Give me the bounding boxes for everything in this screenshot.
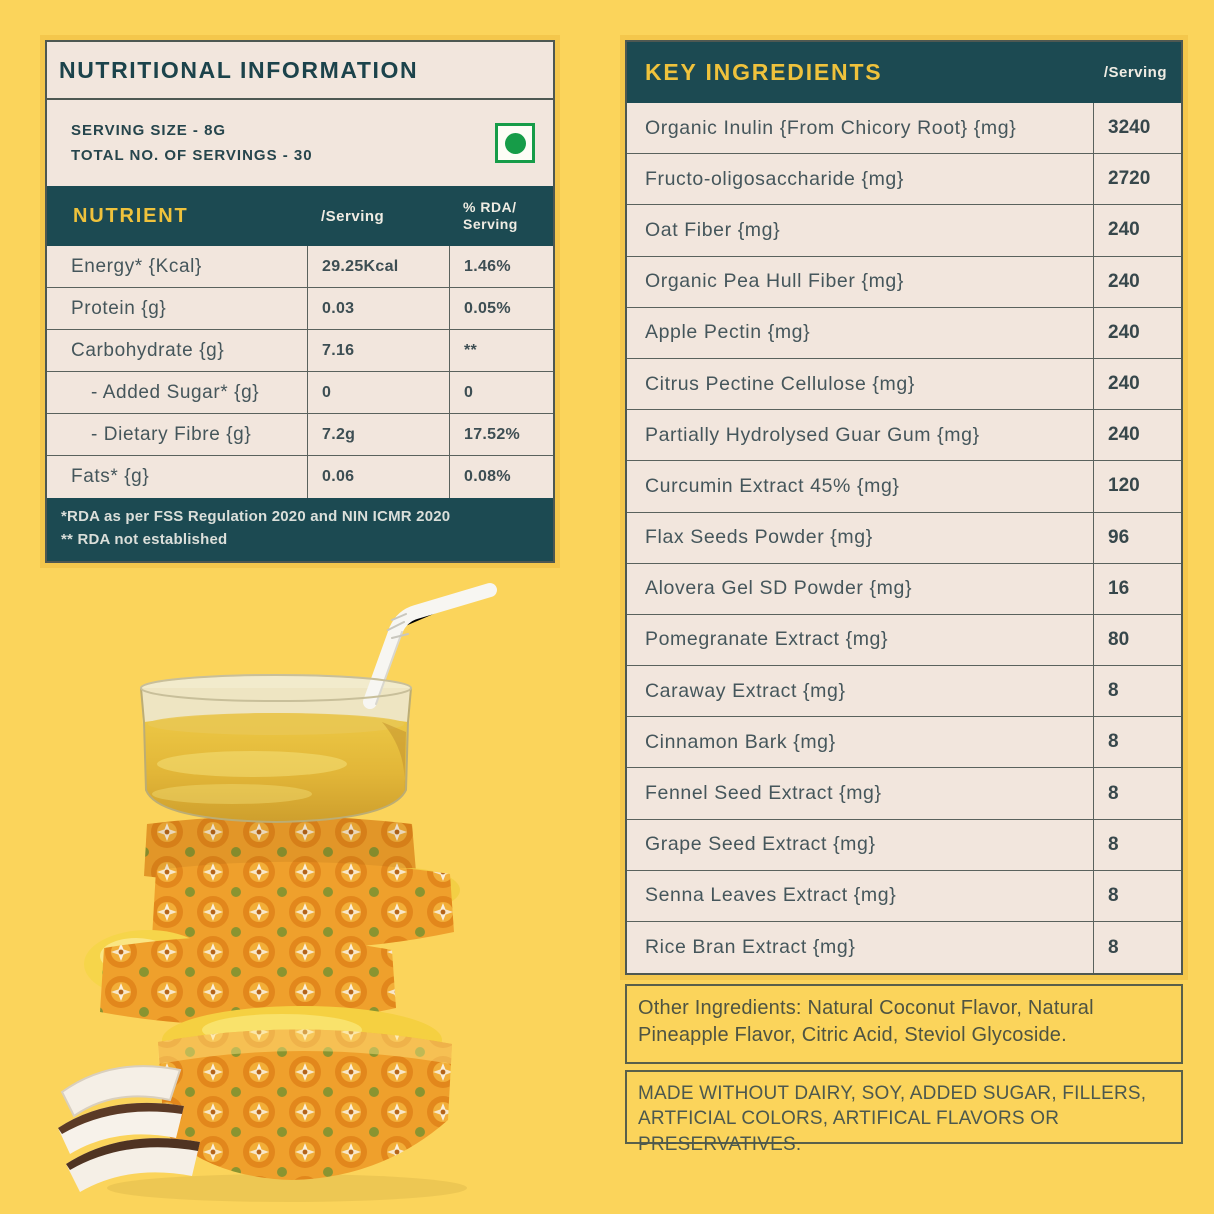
ingredient-name-cell: Rice Bran Extract {mg} bbox=[645, 936, 856, 959]
ingredient-table-row: Oat Fiber {mg} 240 bbox=[627, 205, 1181, 257]
ingredient-name-cell: Pomegranate Extract {mg} bbox=[645, 628, 889, 651]
ingredient-value-cell: 8 bbox=[1093, 717, 1181, 768]
nutrient-table-row: Carbohydrate {g} 7.16 ** bbox=[47, 330, 553, 372]
ingredient-table-row: Fructo-oligosaccharide {mg} 2720 bbox=[627, 154, 1181, 206]
nutrient-serving-cell: 0 bbox=[307, 372, 449, 413]
nutrient-name-cell: - Dietary Fibre {g} bbox=[91, 423, 252, 445]
ingredient-table-row: Organic Inulin {From Chicory Root} {mg} … bbox=[627, 103, 1181, 155]
ingredient-value-cell: 8 bbox=[1093, 666, 1181, 717]
ingredient-value-cell: 120 bbox=[1093, 461, 1181, 512]
ingredient-value-cell: 240 bbox=[1093, 358, 1181, 410]
nutrient-rda-cell: 0.08% bbox=[449, 456, 553, 498]
ingredient-name-cell: Curcumin Extract 45% {mg} bbox=[645, 474, 900, 497]
ingredient-value-cell: 8 bbox=[1093, 870, 1181, 921]
nutrient-rda-cell: 1.46% bbox=[449, 246, 553, 287]
ingredient-table-row: Pomegranate Extract {mg} 80 bbox=[627, 614, 1181, 667]
pineapple-drink-illustration bbox=[58, 583, 497, 1202]
ingredients-panel-title: KEY INGREDIENTS bbox=[645, 59, 883, 85]
nutrient-table-row: - Added Sugar* {g} 0 0 bbox=[47, 372, 553, 414]
ingredient-value-cell: 3240 bbox=[1093, 103, 1181, 154]
nutrient-rda-cell: ** bbox=[449, 330, 553, 371]
ingredient-name-cell: Fennel Seed Extract {mg} bbox=[645, 782, 882, 805]
nutrient-name-cell: - Added Sugar* {g} bbox=[91, 381, 260, 403]
col-header-rda: % RDA/ Serving bbox=[463, 198, 518, 233]
nutrient-rda-cell: 0.05% bbox=[449, 288, 553, 329]
nutrient-name-cell: Protein {g} bbox=[71, 297, 167, 319]
rda-footnotes: *RDA as per FSS Regulation 2020 and NIN … bbox=[47, 498, 553, 561]
ingredient-table-row: Partially Hydrolysed Guar Gum {mg} 240 bbox=[627, 410, 1181, 462]
nutrient-rda-cell: 17.52% bbox=[449, 414, 553, 455]
ingredient-table-row: Flax Seeds Powder {mg} 96 bbox=[627, 512, 1181, 564]
ingredient-name-cell: Oat Fiber {mg} bbox=[645, 218, 781, 241]
ingredient-table-row: Apple Pectin {mg} 240 bbox=[627, 307, 1181, 359]
other-ingredients-box: Other Ingredients: Natural Coconut Flavo… bbox=[625, 984, 1183, 1064]
ingredient-value-cell: 240 bbox=[1093, 205, 1181, 256]
vegetarian-mark-icon bbox=[495, 123, 535, 163]
ingredient-name-cell: Organic Pea Hull Fiber {mg} bbox=[645, 270, 904, 293]
ingredient-table-row: Rice Bran Extract {mg} 8 bbox=[627, 922, 1181, 974]
vegetarian-dot-icon bbox=[504, 132, 526, 154]
ingredient-table-row: Cinnamon Bark {mg} 8 bbox=[627, 717, 1181, 769]
nutrient-name-cell: Fats* {g} bbox=[71, 466, 150, 487]
ingredient-name-cell: Flax Seeds Powder {mg} bbox=[645, 526, 873, 549]
ingredient-value-cell: 8 bbox=[1093, 922, 1181, 974]
serving-size-label: SERVING SIZE - 8G bbox=[71, 121, 227, 139]
serving-info-section: SERVING SIZE - 8G TOTAL NO. OF SERVINGS … bbox=[47, 100, 553, 186]
nutrient-serving-cell: 0.06 bbox=[307, 456, 449, 498]
nutrient-table-row: Energy* {Kcal} 29.25Kcal 1.46% bbox=[47, 246, 553, 288]
key-ingredients-panel: KEY INGREDIENTS /Serving Organic Inulin … bbox=[625, 40, 1183, 976]
nutrient-name-cell: Energy* {Kcal} bbox=[71, 255, 202, 277]
nutrition-panel-title: NUTRITIONAL INFORMATION bbox=[47, 42, 553, 100]
made-without-box: MADE WITHOUT DAIRY, SOY, ADDED SUGAR, FI… bbox=[625, 1070, 1183, 1155]
nutrient-table-body: Energy* {Kcal} 29.25Kcal 1.46% Protein {… bbox=[47, 246, 553, 498]
ingredient-name-cell: Citrus Pectine Cellulose {mg} bbox=[645, 372, 915, 395]
ingredient-name-cell: Fructo-oligosaccharide {mg} bbox=[645, 167, 904, 190]
ingredient-name-cell: Partially Hydrolysed Guar Gum {mg} bbox=[645, 423, 980, 446]
ingredient-name-cell: Cinnamon Bark {mg} bbox=[645, 730, 836, 753]
ingredient-name-cell: Caraway Extract {mg} bbox=[645, 679, 846, 702]
ingredient-table-row: Grape Seed Extract {mg} 8 bbox=[627, 819, 1181, 871]
ingredient-value-cell: 2720 bbox=[1093, 154, 1181, 205]
ingredient-value-cell: 8 bbox=[1093, 768, 1181, 819]
col-header-per-serving: /Serving bbox=[321, 207, 385, 225]
nutrient-table-row: - Dietary Fibre {g} 7.2g 17.52% bbox=[47, 414, 553, 456]
ingredient-table-row: Fennel Seed Extract {mg} 8 bbox=[627, 768, 1181, 820]
ingredients-table-body: Organic Inulin {From Chicory Root} {mg} … bbox=[627, 103, 1181, 974]
nutrient-serving-cell: 7.16 bbox=[307, 330, 449, 371]
footnote-line-2: ** RDA not established bbox=[61, 530, 228, 548]
col-header-nutrient: NUTRIENT bbox=[73, 204, 189, 227]
ingredient-table-row: Citrus Pectine Cellulose {mg} 240 bbox=[627, 358, 1181, 411]
nutrient-name-cell: Carbohydrate {g} bbox=[71, 339, 225, 361]
nutrient-serving-cell: 0.03 bbox=[307, 288, 449, 329]
ingredient-table-row: Curcumin Extract 45% {mg} 120 bbox=[627, 461, 1181, 513]
ingredient-value-cell: 240 bbox=[1093, 256, 1181, 307]
ingredient-name-cell: Senna Leaves Extract {mg} bbox=[645, 884, 897, 907]
ingredient-value-cell: 16 bbox=[1093, 563, 1181, 614]
ingredient-table-row: Senna Leaves Extract {mg} 8 bbox=[627, 870, 1181, 922]
nutrient-table-row: Protein {g} 0.03 0.05% bbox=[47, 288, 553, 330]
ingredients-per-serving-label: /Serving bbox=[1103, 64, 1167, 81]
ingredient-value-cell: 240 bbox=[1093, 307, 1181, 358]
ingredient-value-cell: 240 bbox=[1093, 410, 1181, 461]
ingredient-name-cell: Grape Seed Extract {mg} bbox=[645, 833, 876, 856]
ingredients-table-header: KEY INGREDIENTS /Serving bbox=[627, 42, 1181, 103]
nutrient-serving-cell: 29.25Kcal bbox=[307, 246, 449, 287]
ingredient-value-cell: 80 bbox=[1093, 614, 1181, 666]
ingredient-value-cell: 8 bbox=[1093, 819, 1181, 870]
ingredient-table-row: Alovera Gel SD Powder {mg} 16 bbox=[627, 563, 1181, 615]
nutritional-information-panel: NUTRITIONAL INFORMATION SERVING SIZE - 8… bbox=[45, 40, 555, 563]
nutrient-table-row: Fats* {g} 0.06 0.08% bbox=[47, 456, 553, 498]
footnote-line-1: *RDA as per FSS Regulation 2020 and NIN … bbox=[61, 508, 451, 525]
nutrient-rda-cell: 0 bbox=[449, 372, 553, 413]
ingredient-name-cell: Organic Inulin {From Chicory Root} {mg} bbox=[645, 116, 1017, 139]
ingredient-table-row: Caraway Extract {mg} 8 bbox=[627, 666, 1181, 718]
ingredient-value-cell: 96 bbox=[1093, 512, 1181, 563]
nutrient-table-header: NUTRIENT /Serving % RDA/ Serving bbox=[47, 186, 553, 246]
total-servings-label: TOTAL NO. OF SERVINGS - 30 bbox=[71, 147, 313, 164]
ingredient-table-row: Organic Pea Hull Fiber {mg} 240 bbox=[627, 256, 1181, 308]
nutrient-serving-cell: 7.2g bbox=[307, 414, 449, 455]
ingredient-name-cell: Alovera Gel SD Powder {mg} bbox=[645, 577, 913, 600]
ingredient-name-cell: Apple Pectin {mg} bbox=[645, 321, 811, 344]
